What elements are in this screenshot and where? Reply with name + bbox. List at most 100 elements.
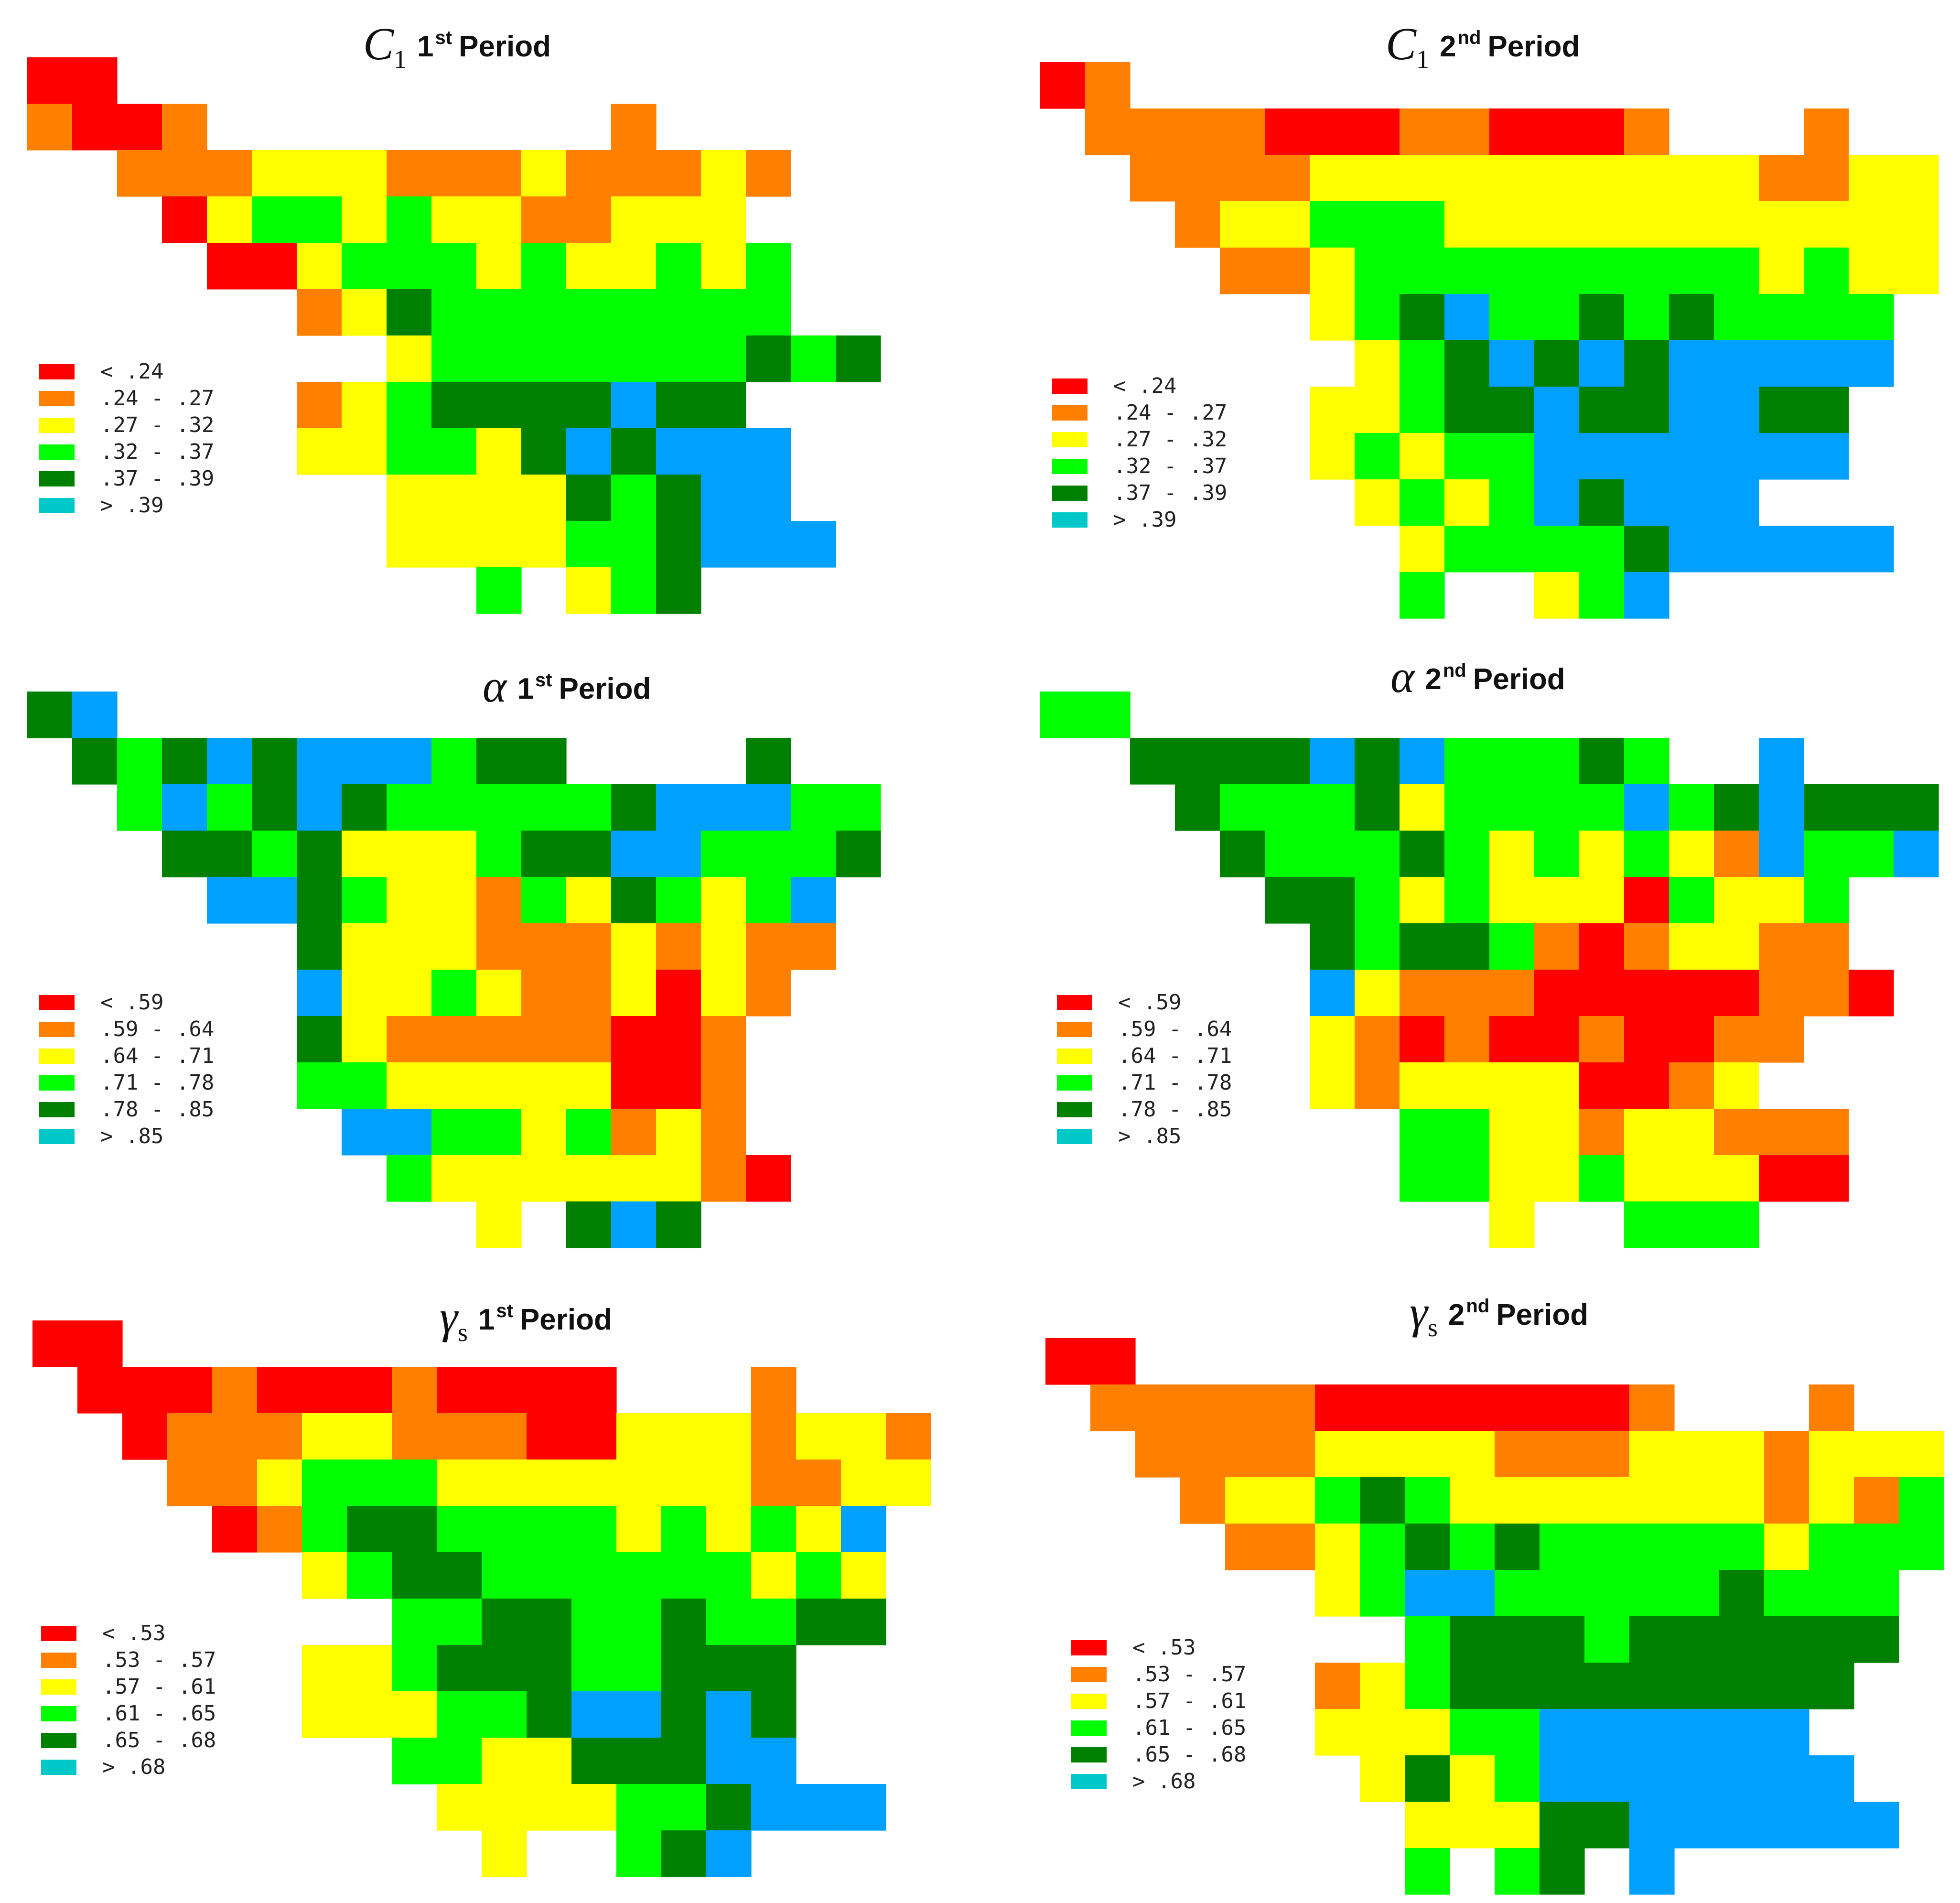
- grid-cell: [431, 1016, 477, 1063]
- grid-cell: [1629, 1570, 1675, 1617]
- grid-cell: [1489, 248, 1535, 294]
- grid-cell: [1540, 1384, 1585, 1431]
- grid-cell: [701, 1155, 746, 1202]
- grid-cell: [1624, 155, 1669, 202]
- symbol-gamma: γs: [440, 1291, 468, 1347]
- grid-cell: [117, 784, 162, 831]
- grid-cell: [1579, 1109, 1625, 1156]
- grid-cell: [387, 738, 432, 785]
- grid-map: [32, 1320, 931, 1877]
- grid-cell: [1894, 201, 1939, 248]
- grid-cell: [1804, 108, 1849, 155]
- grid-cell: [1270, 1431, 1315, 1478]
- symbol-alpha: α: [483, 660, 507, 712]
- grid-cell: [527, 1460, 572, 1506]
- grid-cell: [1759, 877, 1804, 924]
- grid-cell: [1719, 1477, 1765, 1524]
- grid-cell: [566, 521, 612, 568]
- grid-cell: [1265, 108, 1310, 155]
- grid-cell: [1225, 1431, 1271, 1478]
- grid-cell: [252, 243, 297, 290]
- grid-cell: [1849, 155, 1894, 202]
- grid-cell: [437, 1784, 482, 1831]
- grid-cell: [1225, 1384, 1271, 1431]
- grid-cell: [706, 1506, 752, 1553]
- grid-cell: [611, 970, 657, 1016]
- grid-cell: [482, 1830, 527, 1877]
- grid-cell: [1085, 108, 1131, 155]
- grid-cell: [342, 150, 387, 197]
- grid-cell: [1854, 1616, 1899, 1663]
- grid-cell: [1759, 155, 1804, 202]
- grid-cell: [527, 1784, 572, 1831]
- grid-cell: [1714, 526, 1759, 573]
- grid-cell: [701, 428, 746, 475]
- grid-cell: [1444, 526, 1490, 573]
- grid-cell: [527, 1645, 572, 1692]
- grid-cell: [1489, 1016, 1535, 1063]
- grid-cell: [701, 1016, 746, 1063]
- grid-cell: [1400, 784, 1445, 831]
- grid-cell: [1714, 479, 1759, 526]
- grid-cell: [1759, 970, 1804, 1016]
- grid-cell: [706, 1552, 752, 1599]
- grid-cell: [571, 1413, 617, 1460]
- grid-cell: [841, 1599, 886, 1645]
- grid-cell: [1804, 1109, 1849, 1156]
- grid-cell: [387, 1155, 432, 1202]
- grid-cell: [791, 877, 836, 924]
- grid-cell: [527, 1599, 572, 1645]
- grid-cell: [1719, 1755, 1765, 1802]
- grid-cell: [1714, 1201, 1759, 1248]
- grid-cell: [616, 1460, 662, 1506]
- grid-cell: [527, 1738, 572, 1784]
- grid-cell: [1400, 1155, 1445, 1202]
- grid-cell: [1714, 1109, 1759, 1156]
- grid-cell: [1355, 108, 1400, 155]
- grid-cell: [701, 923, 746, 970]
- grid-cell: [571, 1367, 617, 1414]
- grid-cell: [1444, 387, 1490, 433]
- grid-cell: [476, 877, 522, 924]
- grid-cell: [1759, 201, 1804, 248]
- grid-cell: [1540, 1570, 1585, 1617]
- grid-cell: [656, 1201, 701, 1248]
- grid-cell: [1669, 923, 1714, 970]
- grid-cell: [437, 1367, 482, 1414]
- grid-cell: [746, 784, 791, 831]
- grid-cell: [656, 243, 701, 290]
- grid-cell: [661, 1784, 707, 1831]
- grid-cell: [1669, 526, 1714, 573]
- grid-cell: [521, 196, 567, 243]
- grid-cell: [1444, 877, 1490, 924]
- grid-cell: [431, 150, 477, 197]
- grid-cell: [297, 289, 342, 336]
- grid-cell: [1674, 1477, 1720, 1524]
- grid-cell: [1579, 248, 1625, 294]
- grid-cell: [521, 784, 567, 831]
- grid-cell: [1180, 1431, 1226, 1478]
- grid-cell: [207, 877, 252, 924]
- grid-cell: [431, 196, 477, 243]
- grid-cell: [566, 567, 612, 614]
- grid-cell: [701, 877, 746, 924]
- grid-cell: [1584, 1709, 1630, 1756]
- grid-cell: [252, 877, 297, 924]
- grid-cell: [1270, 1524, 1315, 1570]
- grid-cell: [1444, 479, 1490, 526]
- grid-cell: [252, 784, 297, 831]
- grid-cell: [566, 335, 612, 382]
- grid-cell: [1579, 831, 1625, 877]
- grid-cell: [1764, 1709, 1809, 1756]
- grid-cell: [387, 150, 432, 197]
- grid-cell: [1624, 784, 1669, 831]
- grid-cell: [1669, 1155, 1714, 1202]
- grid-cell: [1714, 923, 1759, 970]
- grid-cell: [1400, 572, 1445, 619]
- grid-cell: [122, 1367, 168, 1414]
- grid-cell: [347, 1691, 392, 1738]
- grid-cell: [1220, 155, 1265, 202]
- grid-cell: [521, 428, 567, 475]
- grid-cell: [796, 1460, 841, 1506]
- grid-cell: [1894, 248, 1939, 294]
